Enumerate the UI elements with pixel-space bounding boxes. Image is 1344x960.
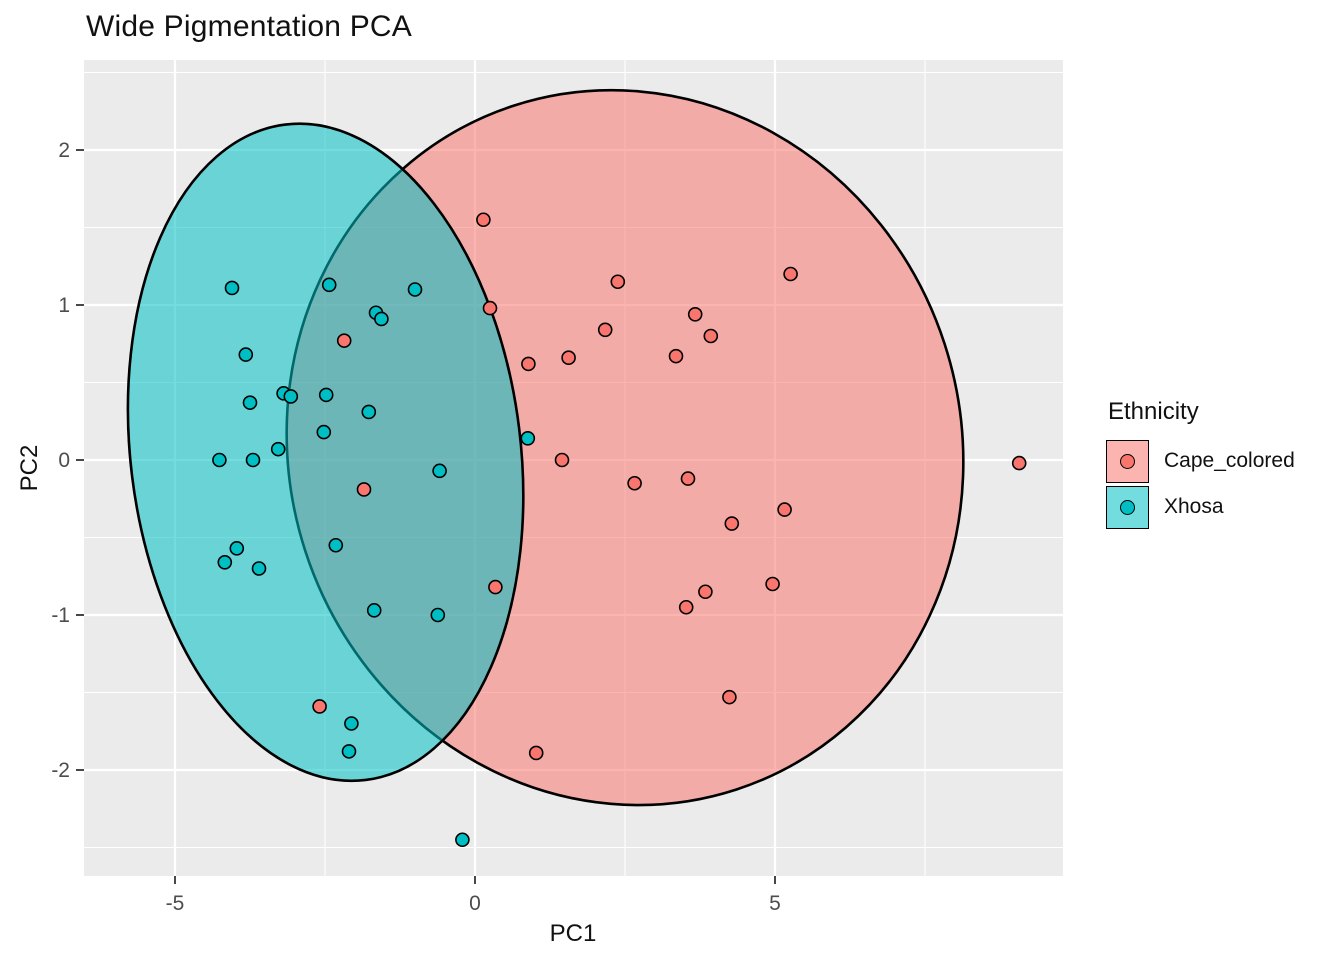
- data-point-cape_colored: [1011, 455, 1027, 471]
- data-point-cape_colored: [554, 452, 570, 468]
- data-point-xhosa: [238, 347, 254, 362]
- data-point-xhosa: [361, 404, 377, 420]
- legend-entry-cape-colored: Cape_colored: [1106, 438, 1295, 484]
- data-point-cape_colored: [521, 356, 536, 372]
- data-point-xhosa: [520, 430, 536, 446]
- legend: Ethnicity Cape_colored Xhosa: [1106, 398, 1295, 530]
- data-point-xhosa: [328, 537, 344, 553]
- y-tick-label: -1: [51, 604, 70, 627]
- y-tick-label: 0: [58, 449, 70, 472]
- data-point-cape_colored: [698, 584, 713, 600]
- data-point-xhosa: [229, 541, 245, 556]
- data-point-cape_colored: [627, 475, 642, 491]
- data-point-cape_colored: [356, 482, 372, 497]
- data-point-cape_colored: [528, 745, 544, 761]
- legend-key-cape-colored-swatch: [1106, 439, 1149, 483]
- data-point-cape_colored: [678, 599, 694, 615]
- data-point-cape_colored: [783, 266, 798, 282]
- x-axis-title: PC1: [549, 920, 597, 947]
- data-point-xhosa: [245, 452, 261, 468]
- legend-key-xhosa-swatch: [1106, 485, 1149, 529]
- y-axis-title: PC2: [16, 444, 43, 492]
- legend-label-cape-colored: Cape_colored: [1164, 449, 1295, 472]
- data-point-cape_colored: [482, 300, 498, 316]
- data-point-xhosa: [455, 832, 470, 848]
- data-point-xhosa: [374, 311, 389, 327]
- data-point-cape_colored: [561, 350, 576, 366]
- data-point-xhosa: [407, 282, 423, 297]
- data-point-xhosa: [430, 607, 446, 623]
- data-point-cape_colored: [680, 471, 696, 486]
- data-point-cape_colored: [597, 322, 613, 338]
- data-point-cape_colored: [488, 579, 503, 595]
- data-point-xhosa: [366, 603, 382, 618]
- data-point-cape_colored: [336, 333, 352, 348]
- legend-key-xhosa-point-icon: [1120, 499, 1135, 515]
- data-point-cape_colored: [777, 502, 792, 517]
- legend-key-cape-colored-point-icon: [1120, 453, 1135, 469]
- x-tick-label: 0: [469, 892, 481, 915]
- data-point-xhosa: [321, 277, 337, 293]
- legend-title: Ethnicity: [1108, 398, 1199, 425]
- x-tick-label: -5: [166, 892, 185, 915]
- data-point-xhosa: [242, 395, 258, 410]
- data-point-cape_colored: [668, 348, 684, 364]
- data-point-xhosa: [224, 280, 240, 296]
- data-point-cape_colored: [312, 699, 327, 714]
- data-point-xhosa: [212, 452, 227, 468]
- plot-title: Wide Pigmentation PCA: [86, 10, 413, 43]
- y-tick-label: -2: [51, 759, 70, 782]
- data-point-cape_colored: [610, 274, 626, 290]
- data-point-xhosa: [318, 387, 334, 403]
- legend-label-xhosa: Xhosa: [1164, 495, 1224, 518]
- data-point-xhosa: [251, 561, 267, 576]
- data-point-xhosa: [270, 441, 286, 457]
- legend-entry-xhosa: Xhosa: [1106, 484, 1295, 530]
- data-point-cape_colored: [476, 212, 491, 228]
- data-point-xhosa: [344, 716, 359, 731]
- data-point-xhosa: [316, 424, 332, 440]
- data-point-cape_colored: [722, 689, 737, 705]
- data-point-cape_colored: [687, 306, 703, 322]
- data-point-xhosa: [432, 463, 447, 479]
- data-point-cape_colored: [765, 576, 780, 592]
- data-point-xhosa: [341, 744, 357, 759]
- y-tick-label: 1: [58, 294, 70, 317]
- data-point-xhosa: [283, 389, 299, 404]
- x-tick-label: 5: [769, 892, 781, 915]
- data-point-cape_colored: [724, 516, 740, 531]
- data-point-xhosa: [217, 554, 233, 570]
- data-point-cape_colored: [703, 328, 719, 344]
- y-tick-label: 2: [58, 139, 70, 162]
